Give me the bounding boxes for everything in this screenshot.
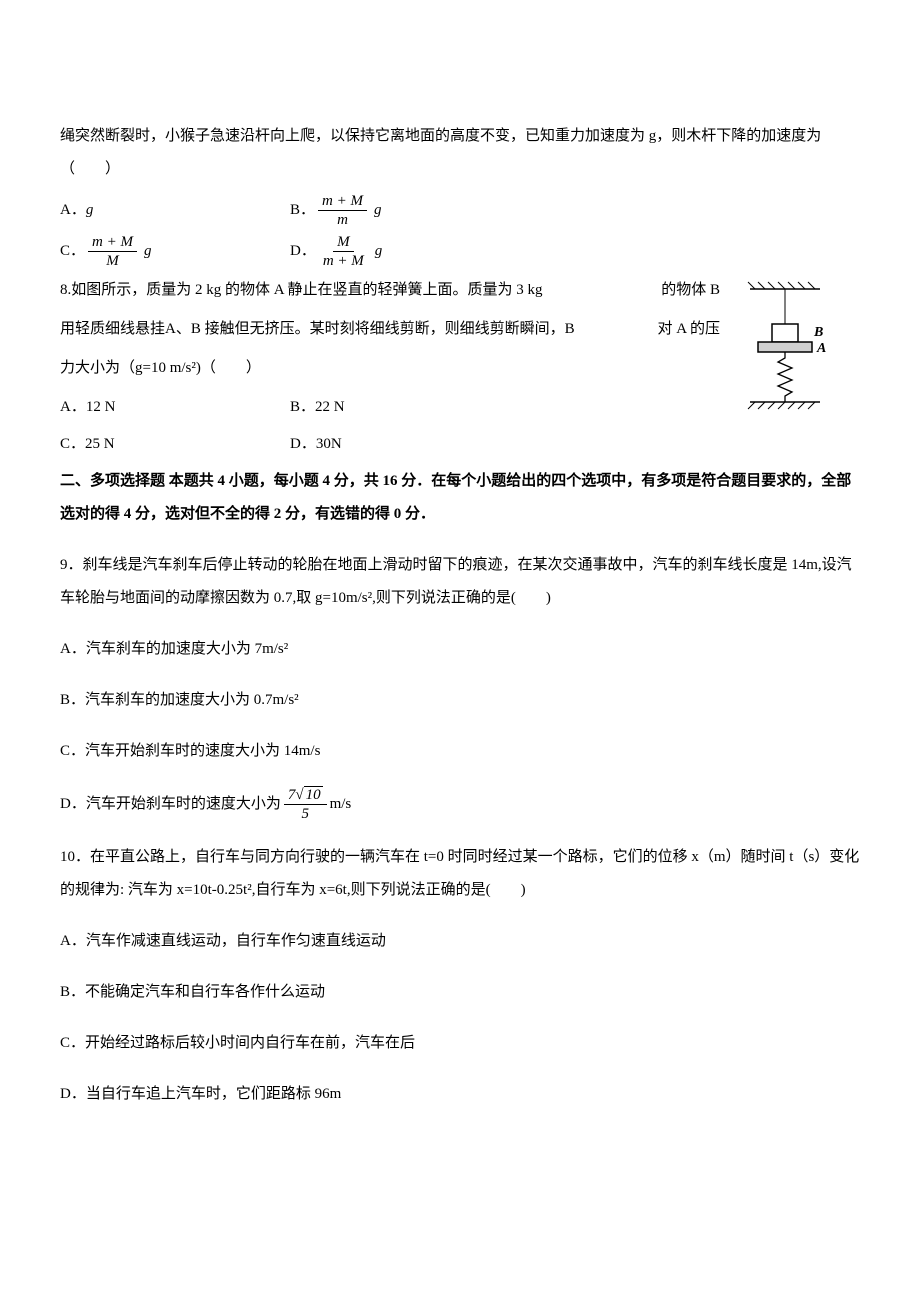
q10-option-a: A．汽车作减速直线运动，自行车作匀速直线运动 — [60, 925, 860, 958]
q7-a-value: g — [86, 194, 94, 227]
q7-options-row2: C． m + M M g D． M m + M g — [60, 233, 860, 270]
q9-d-post: m/s — [330, 788, 352, 821]
opt-label: B． — [290, 194, 315, 227]
radicand: 10 — [304, 786, 323, 803]
q8-option-c: C．25 N — [60, 428, 290, 461]
sqrt-icon: √ — [295, 787, 303, 803]
q8-block: B A 8.如图所示，质量为 2 kg 的物体 A 静止在竖直的轻弹簧上面。质量… — [60, 274, 860, 461]
q8-line1b: 的物体 B — [661, 274, 720, 307]
denominator: 5 — [297, 805, 313, 823]
q9-option-b: B．汽车刹车的加速度大小为 0.7m/s² — [60, 684, 860, 717]
q8-line2a: 用轻质细线悬挂A、B 接触但无挤压。某时刻将细线剪断，则细线剪断瞬间，B — [60, 313, 575, 346]
denominator: m — [333, 211, 352, 229]
q9-d-pre: D．汽车开始刹车时的速度大小为 — [60, 788, 281, 821]
q8-option-d: D．30N — [290, 428, 342, 461]
q9-stem: 9．刹车线是汽车刹车后停止转动的轮胎在地面上滑动时留下的痕迹，在某次交通事故中，… — [60, 549, 860, 615]
q8-line2b: 对 A 的压 — [657, 313, 720, 346]
q8-line1a: 8.如图所示，质量为 2 kg 的物体 A 静止在竖直的轻弹簧上面。质量为 3 … — [60, 274, 543, 307]
q9-option-d: D．汽车开始刹车时的速度大小为 7√10 5 m/s — [60, 786, 860, 823]
q8-option-a: A．12 N — [60, 391, 290, 424]
opt-label: A． — [60, 194, 86, 227]
q10-option-b: B．不能确定汽车和自行车各作什么运动 — [60, 976, 860, 1009]
frac-suffix: g — [374, 194, 382, 227]
section2-heading: 二、多项选择题 本题共 4 小题，每小题 4 分，共 16 分．在每个小题给出的… — [60, 465, 860, 531]
q7-option-d: D． M m + M g — [290, 233, 382, 270]
q8-figure: B A — [740, 274, 830, 424]
q9-option-a: A．汽车刹车的加速度大小为 7m/s² — [60, 633, 860, 666]
denominator: M — [102, 252, 123, 270]
numerator: m + M — [88, 233, 137, 252]
frac-suffix: g — [144, 235, 152, 268]
q7-continuation: 绳突然断裂时，小猴子急速沿杆向上爬，以保持它离地面的高度不变，已知重力加速度为 … — [60, 120, 860, 186]
fraction: m + M m — [318, 192, 367, 229]
fraction: M m + M — [319, 233, 368, 270]
numerator: 7√10 — [284, 786, 327, 805]
numerator: m + M — [318, 192, 367, 211]
frac-suffix: g — [375, 235, 383, 268]
q7-options-row1: A． g B． m + M m g — [60, 192, 860, 229]
fig-label-a: A — [816, 341, 826, 356]
numerator: M — [333, 233, 354, 252]
denominator: m + M — [319, 252, 368, 270]
opt-label: C． — [60, 235, 85, 268]
q7-option-c: C． m + M M g — [60, 233, 290, 270]
fraction: 7√10 5 — [284, 786, 327, 823]
q9-option-c: C．汽车开始刹车时的速度大小为 14m/s — [60, 735, 860, 768]
q10-option-d: D．当自行车追上汽车时，它们距路标 96m — [60, 1078, 860, 1111]
q8-options-row2: C．25 N D．30N — [60, 428, 860, 461]
opt-label: D． — [290, 235, 316, 268]
q8-option-b: B．22 N — [290, 391, 345, 424]
q7-option-a: A． g — [60, 194, 290, 227]
fraction: m + M M — [88, 233, 137, 270]
fig-label-b: B — [813, 325, 823, 340]
q10-option-c: C．开始经过路标后较小时间内自行车在前，汽车在后 — [60, 1027, 860, 1060]
q7-option-b: B． m + M m g — [290, 192, 381, 229]
q10-stem: 10．在平直公路上，自行车与同方向行驶的一辆汽车在 t=0 时同时经过某一个路标… — [60, 841, 860, 907]
